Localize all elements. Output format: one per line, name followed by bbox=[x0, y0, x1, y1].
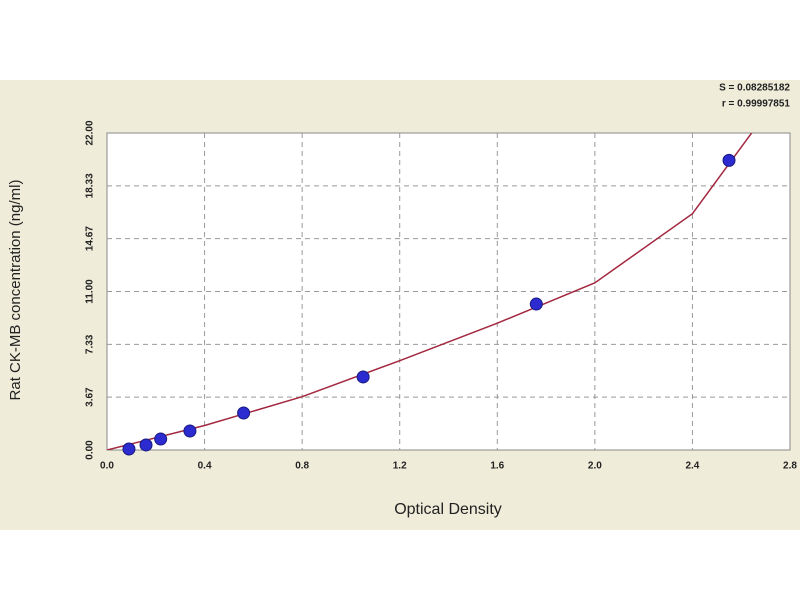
y-tick-label: 18.33 bbox=[85, 173, 96, 198]
x-tick-label: 2.0 bbox=[588, 461, 602, 472]
data-point bbox=[722, 153, 736, 167]
data-point bbox=[122, 442, 136, 456]
y-tick-label: 14.67 bbox=[85, 226, 96, 251]
x-tick-label: 0.0 bbox=[100, 461, 114, 472]
data-point bbox=[154, 432, 168, 446]
data-point bbox=[529, 297, 543, 311]
x-tick-label: 2.8 bbox=[783, 461, 797, 472]
annotation: S = 0.08285182 bbox=[719, 83, 790, 94]
x-tick-label: 1.6 bbox=[490, 461, 504, 472]
y-axis-label: Rat CK-MB concentration (ng/ml) bbox=[7, 180, 24, 401]
y-tick-label: 11.00 bbox=[85, 279, 96, 304]
fit-curve bbox=[107, 133, 753, 450]
data-point bbox=[139, 438, 153, 452]
data-point bbox=[356, 370, 370, 384]
y-tick-label: 22.00 bbox=[85, 120, 96, 145]
y-tick-label: 3.67 bbox=[85, 387, 96, 407]
x-tick-label: 1.2 bbox=[393, 461, 407, 472]
data-point bbox=[237, 406, 251, 420]
x-tick-label: 2.4 bbox=[685, 461, 699, 472]
y-tick-label: 0.00 bbox=[85, 440, 96, 460]
y-tick-label: 7.33 bbox=[85, 334, 96, 354]
x-axis-label: Optical Density bbox=[394, 501, 502, 518]
data-point bbox=[183, 424, 197, 438]
x-tick-label: 0.8 bbox=[295, 461, 309, 472]
annotation: r = 0.99997851 bbox=[722, 99, 791, 110]
x-tick-label: 0.4 bbox=[198, 461, 212, 472]
